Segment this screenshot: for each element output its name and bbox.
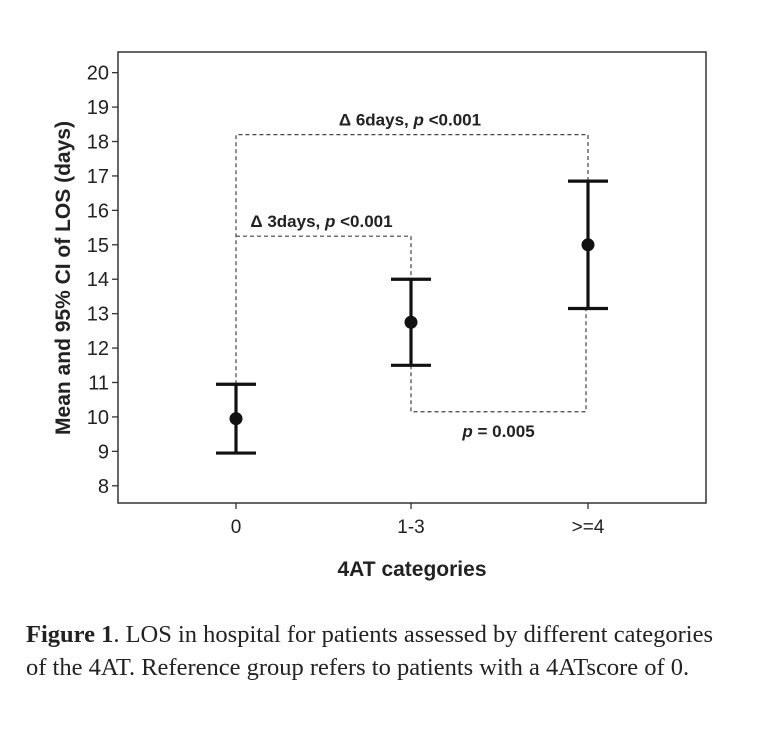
y-tick-label: 10	[87, 407, 109, 429]
annotation-p: p	[324, 212, 335, 231]
y-axis: 8 9 10 11 12 13 14 15 16 17 18 19 20	[87, 63, 118, 498]
annotation-p: p	[413, 111, 424, 130]
y-tick-label: 16	[87, 200, 109, 222]
mean-point	[581, 238, 595, 252]
bracket-0-vs-1to3	[236, 235, 412, 280]
significance-brackets	[235, 134, 589, 413]
annotation-delta: Δ 3days,	[250, 212, 325, 231]
y-tick-label: 8	[98, 476, 109, 498]
plot-frame	[117, 51, 707, 504]
annotation-value: <0.001	[424, 111, 481, 130]
bracket-1to3-vs-4plus	[410, 308, 587, 413]
y-tick-label: 20	[87, 63, 109, 85]
x-tick-label: >=4	[572, 517, 605, 538]
caption-label: Figure 1	[26, 621, 114, 648]
annotation-value: <0.001	[335, 212, 392, 231]
annotation-0: Δ 6days, p <0.001	[339, 111, 481, 130]
annotation-p: p	[461, 422, 472, 441]
caption-text: . LOS in hospital for patients assessed …	[26, 621, 713, 681]
y-tick-label: 13	[87, 304, 109, 326]
annotation-delta: Δ 6days,	[339, 111, 414, 130]
y-tick-label: 17	[87, 166, 109, 188]
y-tick-label: 19	[87, 97, 109, 119]
y-tick-label: 14	[87, 269, 109, 291]
chart: 8 9 10 11 12 13 14 15 16 17 18 19 20 0 1-3 >=4 Δ 6days…	[52, 51, 707, 581]
y-tick-label: 9	[98, 441, 109, 463]
y-tick-label: 18	[87, 132, 109, 154]
y-tick-label: 12	[87, 338, 109, 360]
x-tick-label: 0	[231, 517, 242, 538]
annotation-value: = 0.005	[473, 422, 535, 441]
figure-caption: Figure 1. LOS in hospital for patients a…	[26, 618, 736, 684]
x-axis-label: 4AT categories	[338, 558, 487, 581]
x-axis: 0 1-3 >=4	[231, 503, 605, 538]
mean-point	[229, 412, 243, 426]
annotation-1: Δ 3days, p <0.001	[250, 212, 392, 231]
y-tick-label: 11	[88, 373, 109, 395]
annotation-2: p = 0.005	[461, 422, 534, 441]
y-tick-label: 15	[87, 235, 109, 257]
x-tick-label: 1-3	[397, 517, 424, 538]
y-axis-label: Mean and 95% CI of LOS (days)	[52, 121, 75, 435]
bracket-0-vs-4plus	[235, 134, 589, 385]
error-bars	[216, 179, 608, 455]
mean-point	[404, 315, 418, 329]
